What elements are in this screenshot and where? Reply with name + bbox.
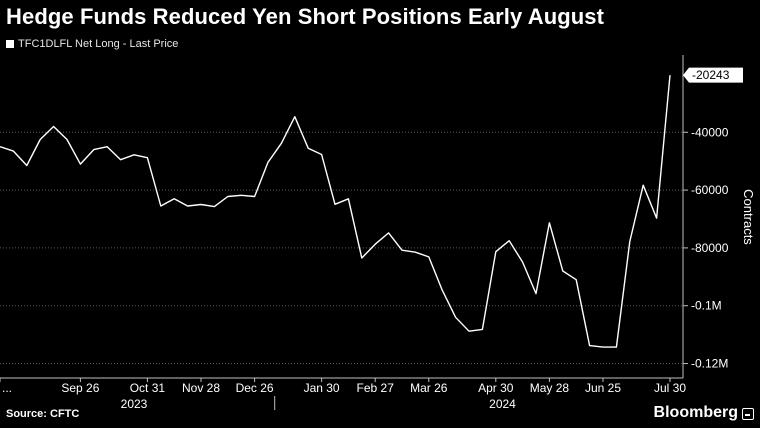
x-tick-label: Feb 27 <box>357 381 395 395</box>
legend-swatch <box>6 40 14 48</box>
axes <box>0 55 688 410</box>
x-tick-label: Oct 31 <box>130 381 166 395</box>
x-tick-label: May 28 <box>530 381 570 395</box>
series-line <box>0 75 671 348</box>
y-tick-label: -0.1M <box>691 299 722 313</box>
y-tick-label: -0.12M <box>691 357 728 371</box>
x-tick-label: ... <box>2 381 12 395</box>
source-note: Source: CFTC <box>6 408 80 420</box>
x-tick-label: Jun 25 <box>585 381 621 395</box>
chart-title: Hedge Funds Reduced Yen Short Positions … <box>6 4 605 29</box>
x-tick-label: Mar 26 <box>410 381 448 395</box>
last-value-label: -20243 <box>692 68 730 82</box>
y-tick-label: -80000 <box>691 241 729 255</box>
last-value-box <box>683 67 743 83</box>
axis-labels: -40000 -60000 -80000 -0.1M -0.12M... Sep 26 Oc… <box>2 67 756 411</box>
year-label: 2023 <box>121 397 148 411</box>
y-tick-label: -60000 <box>691 183 729 197</box>
bloomberg-mark-icon <box>742 408 754 420</box>
legend: TFC1DLFL Net Long - Last Price <box>6 38 178 50</box>
legend-label: TFC1DLFL Net Long - Last Price <box>18 38 179 50</box>
x-tick-label: Dec 26 <box>236 381 274 395</box>
x-tick-label: Jan 30 <box>304 381 340 395</box>
x-tick-label: Jul 30 <box>654 381 686 395</box>
gridlines <box>0 131 683 365</box>
x-tick-label: Apr 30 <box>478 381 514 395</box>
brand-logo: Bloomberg <box>654 404 754 422</box>
x-tick-label: Sep 26 <box>61 381 99 395</box>
x-tick-label: Nov 28 <box>182 381 220 395</box>
year-label: 2024 <box>489 397 516 411</box>
last-value-callout: -20243 <box>683 67 743 83</box>
brand-name: Bloomberg <box>653 404 738 421</box>
y-axis-title: Contracts <box>741 189 756 245</box>
series-layer <box>0 75 671 348</box>
y-tick-label: -40000 <box>691 125 729 139</box>
